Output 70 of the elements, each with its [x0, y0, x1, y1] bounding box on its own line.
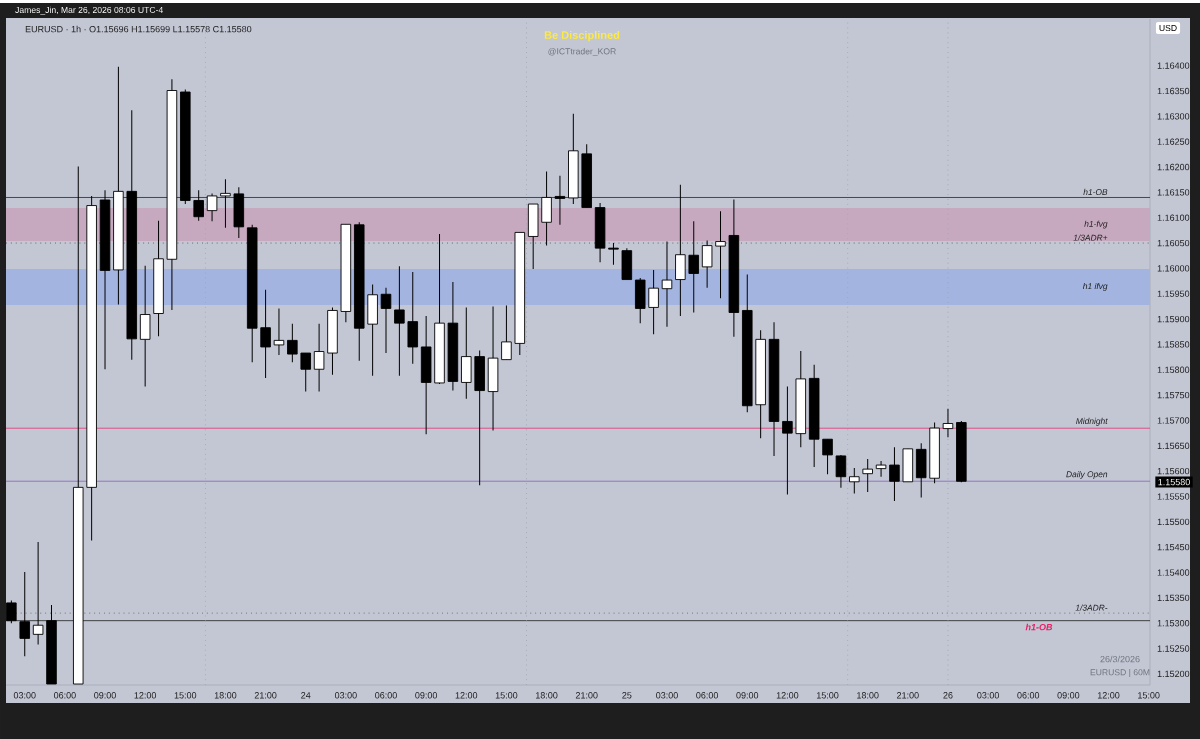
y-tick-label: 1.15800: [1157, 366, 1190, 373]
annotation: EURUSD | 60M: [1090, 668, 1150, 678]
y-tick-label: 1.16300: [1157, 113, 1190, 120]
y-tick-label: 1.15850: [1157, 341, 1190, 348]
x-tick-label: 12:00: [776, 692, 799, 699]
x-tick-label: 09:00: [736, 692, 759, 699]
x-tick-label: 21:00: [575, 692, 598, 699]
x-tick-label: 21:00: [254, 692, 277, 699]
text: James_Jin, Mar 26, 2026 08:06 UTC-4: [15, 6, 163, 15]
y-tick-label: 1.15400: [1157, 569, 1190, 576]
x-tick-label: 06:00: [696, 692, 719, 699]
x-tick-label: 09:00: [415, 692, 438, 699]
y-tick-label: 1.15750: [1157, 391, 1190, 399]
y-tick-label: 1.16200: [1157, 163, 1190, 171]
y-tick-label: 1.15500: [1157, 518, 1190, 525]
x-tick-label: 09:00: [1057, 692, 1080, 699]
x-tick-label: 03:00: [334, 692, 357, 699]
y-tick-label: 1.15250: [1157, 645, 1190, 652]
band-label: h1 ifvg: [1082, 282, 1108, 291]
y-tick-label: 1.16100: [1157, 214, 1190, 221]
ref-line-label: Midnight: [1076, 417, 1108, 426]
y-tick-label: 1.15550: [1157, 493, 1190, 500]
y-tick-label: 1.15450: [1157, 543, 1190, 551]
ref-line-label: Daily Open: [1066, 471, 1108, 479]
x-tick-label: 15:00: [816, 692, 839, 699]
x-tick-label: 03:00: [656, 692, 678, 699]
x-tick-label: 03:00: [977, 692, 999, 699]
band-label: h1-fvg: [1084, 220, 1108, 229]
annotation: @ICTtrader_KOR: [548, 48, 616, 56]
y-tick-label: 1.15200: [1157, 670, 1190, 678]
x-tick-label: 15:00: [174, 692, 197, 699]
x-tick-label: 18:00: [857, 692, 879, 699]
ref-line-label: h1-OB: [1083, 188, 1108, 196]
y-tick-label: 1.15950: [1157, 290, 1190, 297]
y-tick-label: 1.16150: [1157, 189, 1190, 196]
annotation: Be Disciplined: [544, 30, 620, 42]
y-tick-label: 1.16400: [1157, 62, 1190, 69]
y-tick-label: 1.15700: [1157, 417, 1190, 424]
x-tick-label: 15:00: [1138, 692, 1160, 699]
y-tick-label: 1.15600: [1157, 467, 1190, 475]
y-tick-label: 1.15900: [1157, 315, 1190, 323]
y-tick-label: 1.16000: [1157, 265, 1190, 272]
x-tick-label: 06:00: [53, 692, 76, 699]
y-tick-label: 1.15300: [1157, 620, 1190, 627]
text: EURUSD · 1h · O1.15696 H1.15699 L1.15578 C1.15580: [25, 25, 252, 33]
x-tick-label: 12:00: [134, 692, 157, 699]
x-tick-label: 12:00: [455, 692, 478, 699]
x-tick-label: 18:00: [535, 692, 558, 699]
y-tick-label: 1.16250: [1157, 138, 1190, 145]
ref-line-label: 1/3ADR+: [1073, 234, 1108, 241]
x-tick-label: 12:00: [1097, 692, 1120, 699]
y-tick-label: 1.15350: [1157, 594, 1190, 602]
x-tick-label: 03:00: [13, 692, 36, 699]
x-tick-label: 06:00: [1017, 692, 1040, 699]
x-tick-label: 09:00: [94, 692, 116, 699]
y-tick-label: 1.15650: [1157, 442, 1190, 449]
x-tick-label: 18:00: [214, 692, 237, 699]
annotation: h1-OB: [1025, 623, 1053, 631]
x-tick-label: 06:00: [375, 692, 397, 699]
annotation: 26/3/2026: [1100, 655, 1140, 663]
x-tick-label: 26: [943, 692, 953, 699]
x-tick-label: 21:00: [897, 692, 919, 699]
text: USD: [1159, 24, 1177, 32]
x-tick-label: 24: [301, 692, 311, 699]
text: 1.15580: [1158, 478, 1190, 486]
ref-line-label: 1/3ADR-: [1075, 604, 1108, 611]
y-tick-label: 1.16350: [1157, 87, 1190, 95]
x-tick-label: 15:00: [495, 692, 518, 699]
x-tick-label: 25: [622, 692, 632, 699]
y-tick-label: 1.16050: [1157, 239, 1190, 247]
